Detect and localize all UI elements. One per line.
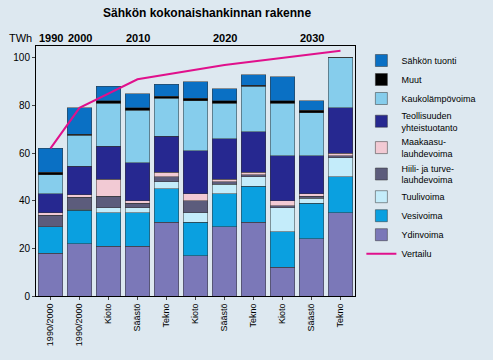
svg-text:2020: 2020	[213, 32, 237, 44]
svg-text:Sähkön kokonaishankinnan raken: Sähkön kokonaishankinnan rakenne	[103, 6, 311, 20]
svg-text:100: 100	[13, 52, 30, 63]
svg-text:Kioto: Kioto	[277, 304, 287, 325]
svg-text:Maakaasu-lauhdevoima: Maakaasu-lauhdevoima	[401, 137, 452, 159]
svg-text:Tekno: Tekno	[161, 304, 171, 328]
svg-text:Teollisuudenyhteistuotanto: Teollisuudenyhteistuotanto	[401, 111, 457, 133]
svg-text:Säästö: Säästö	[132, 304, 142, 332]
svg-text:1990/2000: 1990/2000	[45, 304, 55, 347]
svg-text:80: 80	[19, 100, 31, 111]
svg-text:60: 60	[19, 148, 31, 159]
svg-text:Säästö: Säästö	[219, 304, 229, 332]
svg-text:Ydinvoima: Ydinvoima	[401, 230, 443, 240]
svg-text:1990: 1990	[39, 32, 63, 44]
svg-text:2000: 2000	[68, 32, 92, 44]
svg-text:2030: 2030	[300, 32, 324, 44]
svg-text:Hiili- ja turve-lauhdevoima: Hiili- ja turve-lauhdevoima	[401, 164, 454, 186]
svg-text:Kaukolämpövoima: Kaukolämpövoima	[401, 94, 475, 104]
svg-text:Tekno: Tekno	[248, 304, 258, 328]
svg-text:Kioto: Kioto	[103, 304, 113, 325]
svg-text:1990/2000: 1990/2000	[74, 304, 84, 347]
svg-text:Muut: Muut	[401, 75, 422, 85]
svg-text:0: 0	[24, 291, 30, 302]
svg-text:Säästö: Säästö	[306, 304, 316, 332]
svg-text:2010: 2010	[126, 32, 150, 44]
svg-text:TWh: TWh	[9, 32, 32, 44]
svg-text:20: 20	[19, 243, 31, 254]
svg-text:Vertailu: Vertailu	[401, 249, 431, 259]
svg-text:Sähkön tuonti: Sähkön tuonti	[401, 56, 456, 66]
svg-text:Tuulivoima: Tuulivoima	[401, 192, 444, 202]
svg-text:Kioto: Kioto	[190, 304, 200, 325]
svg-text:Tekno: Tekno	[335, 304, 345, 328]
svg-text:40: 40	[19, 195, 31, 206]
svg-text:Vesivoima: Vesivoima	[401, 211, 442, 221]
